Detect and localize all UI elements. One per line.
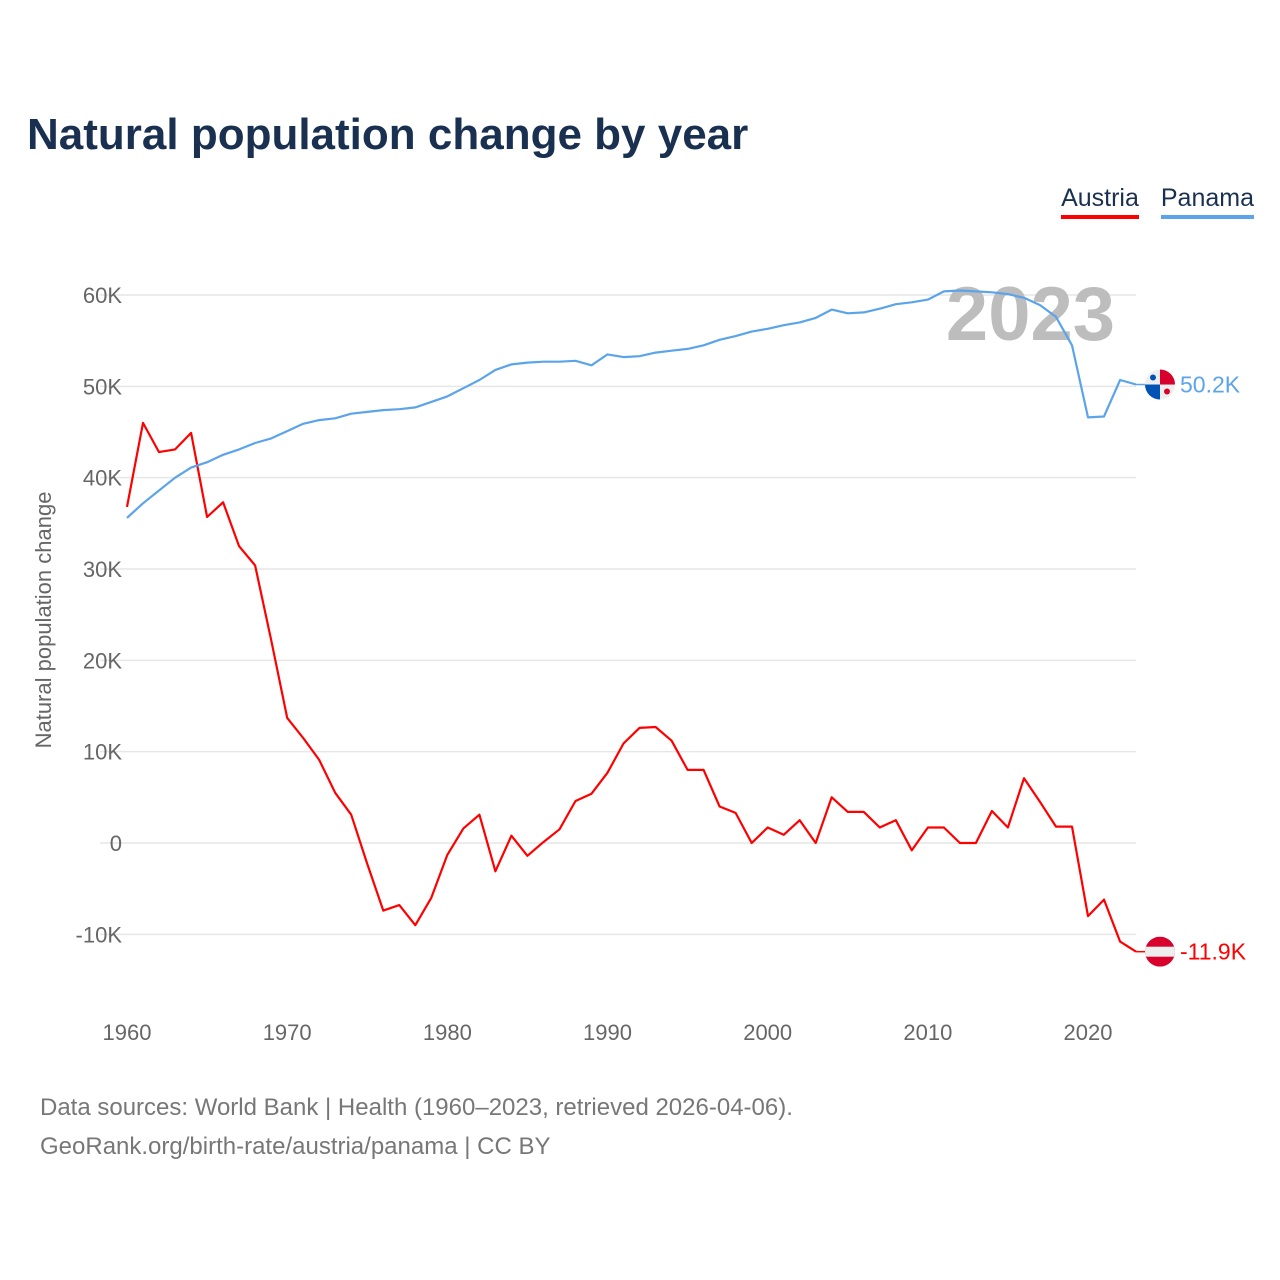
x-tick-label: 2000 xyxy=(743,1020,792,1045)
series-line-austria xyxy=(125,421,1137,953)
y-tick-label: 10K xyxy=(83,740,122,765)
x-tick-label: 1990 xyxy=(583,1020,632,1045)
x-tick-label: 2010 xyxy=(903,1020,952,1045)
y-tick-label: 60K xyxy=(83,283,122,308)
series-line-panama xyxy=(126,289,1137,519)
y-tick-label: 20K xyxy=(83,648,122,673)
austria-flag-icon xyxy=(1145,936,1175,967)
footer: Data sources: World Bank | Health (1960–… xyxy=(40,1088,793,1166)
y-tick-label: 0 xyxy=(110,831,122,856)
y-tick-label: 50K xyxy=(83,374,122,399)
x-tick-label: 1960 xyxy=(103,1020,152,1045)
y-tick-label: 30K xyxy=(83,557,122,582)
year-watermark: 2023 xyxy=(946,272,1115,357)
y-tick-label: -10K xyxy=(76,922,123,947)
source-text: Data sources: World Bank | Health (1960–… xyxy=(40,1094,793,1121)
y-axis-label: Natural population change xyxy=(31,492,56,749)
chart-title: Natural population change by year xyxy=(27,110,749,159)
end-value-label-panama: 50.2K xyxy=(1180,372,1241,398)
x-tick-label: 1980 xyxy=(423,1020,472,1045)
legend-panama[interactable]: Panama xyxy=(1160,184,1254,219)
end-value-label-austria: -11.9K xyxy=(1180,939,1247,965)
attribution-text: GeoRank.org/birth-rate/austria/panama | … xyxy=(40,1133,551,1160)
y-tick-label: 40K xyxy=(83,466,122,491)
panama-flag-icon xyxy=(1145,369,1175,400)
legend-austria[interactable]: Austria xyxy=(1061,184,1139,219)
legend: Austria Panama xyxy=(1061,184,1254,219)
x-tick-label: 2020 xyxy=(1064,1020,1113,1045)
x-tick-label: 1970 xyxy=(263,1020,312,1045)
